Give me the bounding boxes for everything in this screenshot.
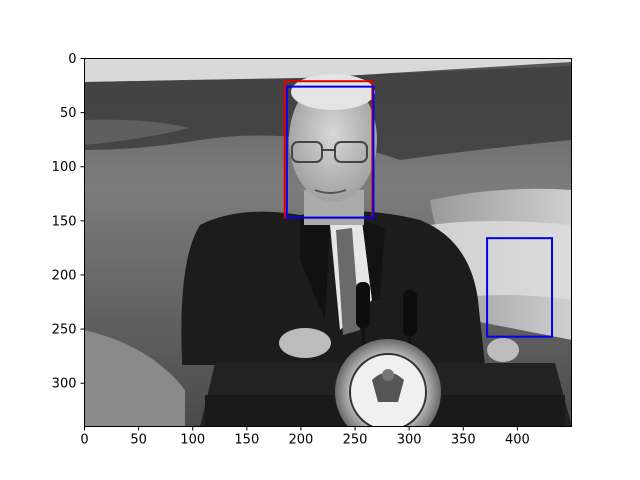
y-tick-label: 150: [52, 214, 77, 229]
y-tick-label: 100: [52, 160, 77, 175]
y-tick-label: 0: [68, 52, 76, 67]
photo-image: [84, 58, 572, 427]
y-tick-label: 50: [60, 106, 77, 121]
x-tick-label: 350: [451, 433, 476, 448]
axes-frame: [84, 58, 572, 427]
x-tick-label: 50: [130, 433, 147, 448]
bounding-box-3: [486, 237, 554, 338]
x-tick-label: 300: [397, 433, 422, 448]
x-tick-label: 0: [80, 433, 88, 448]
x-axis: 0 50 100 150 200 250 300 350 400: [80, 426, 530, 448]
x-tick-label: 200: [289, 433, 314, 448]
bounding-box-2: [285, 85, 375, 219]
y-tick-label: 200: [52, 268, 77, 283]
x-tick-label: 250: [343, 433, 368, 448]
y-tick-label: 250: [52, 323, 77, 338]
x-tick-label: 400: [505, 433, 530, 448]
bounding-boxes: [283, 80, 554, 338]
x-tick-label: 150: [234, 433, 259, 448]
x-tick-label: 100: [180, 433, 205, 448]
y-tick-label: 300: [52, 377, 77, 392]
y-axis: 0 50 100 150 200 250 300: [52, 52, 85, 392]
